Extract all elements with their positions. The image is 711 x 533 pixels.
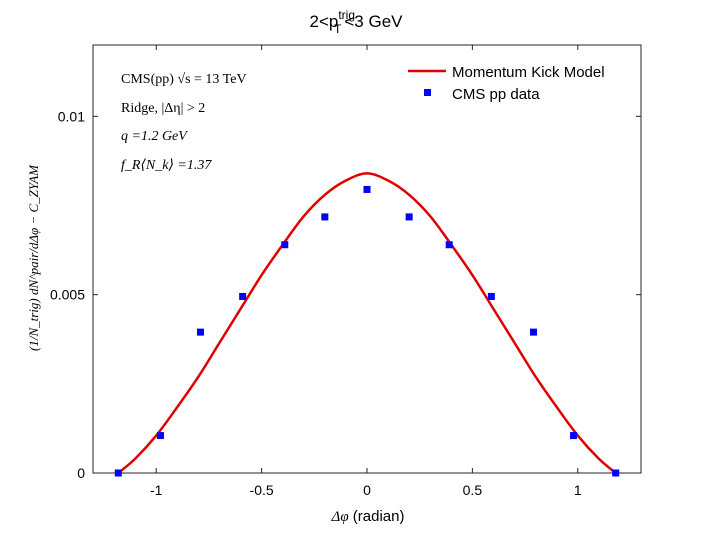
x-tick-label: 1 xyxy=(574,482,582,498)
chart-title: 2<ptrig T <3 GeV xyxy=(310,8,404,36)
y-tick-label: 0.005 xyxy=(50,287,85,303)
annotation-box: CMS(pp) √s = 13 TeV Ridge, |Δη| > 2 q =1… xyxy=(121,72,247,173)
data-point xyxy=(570,432,578,440)
y-tick-label: 0.01 xyxy=(58,108,85,124)
x-tick-label: -0.5 xyxy=(250,482,274,498)
data-point xyxy=(196,328,204,336)
data-point xyxy=(487,292,495,300)
annotation-line-2: Ridge, |Δη| > 2 xyxy=(121,101,205,116)
y-tick-label: 0 xyxy=(77,465,85,481)
data-point xyxy=(530,328,538,336)
data-point xyxy=(281,241,289,249)
title-subscript: T xyxy=(334,22,342,36)
data-point xyxy=(114,469,122,477)
data-point xyxy=(612,469,620,477)
data-point xyxy=(321,213,329,221)
annotation-line-1: CMS(pp) √s = 13 TeV xyxy=(121,72,247,87)
axis-ticks: -1 -0.5 0 0.5 1 0 0.005 0.01 xyxy=(50,45,641,498)
data-points-layer xyxy=(114,185,620,477)
model-curve-layer xyxy=(117,172,617,474)
legend-marker-swatch xyxy=(424,89,431,96)
annotation-line-4: f_R⟨N_k⟩ =1.37 xyxy=(121,158,212,173)
data-point xyxy=(363,185,371,193)
legend: Momentum Kick Model CMS pp data xyxy=(408,64,605,103)
x-axis-label: Δφ (radian) xyxy=(331,508,405,525)
x-tick-label: 0 xyxy=(363,482,371,498)
x-tick-label: -1 xyxy=(150,482,163,498)
data-point xyxy=(156,432,164,440)
legend-label-data: CMS pp data xyxy=(452,86,540,103)
legend-label-model: Momentum Kick Model xyxy=(452,64,605,81)
y-axis-label: (1/N_trig) dN^pair/dΔφ − C_ZYAM xyxy=(26,164,41,351)
data-point xyxy=(445,241,453,249)
data-point xyxy=(405,213,413,221)
x-tick-label: 0.5 xyxy=(463,482,483,498)
data-point xyxy=(239,292,247,300)
annotation-line-3: q =1.2 GeV xyxy=(121,129,188,144)
series-line-momentum-kick-model xyxy=(117,172,617,474)
title-superscript: trig xyxy=(338,8,355,22)
